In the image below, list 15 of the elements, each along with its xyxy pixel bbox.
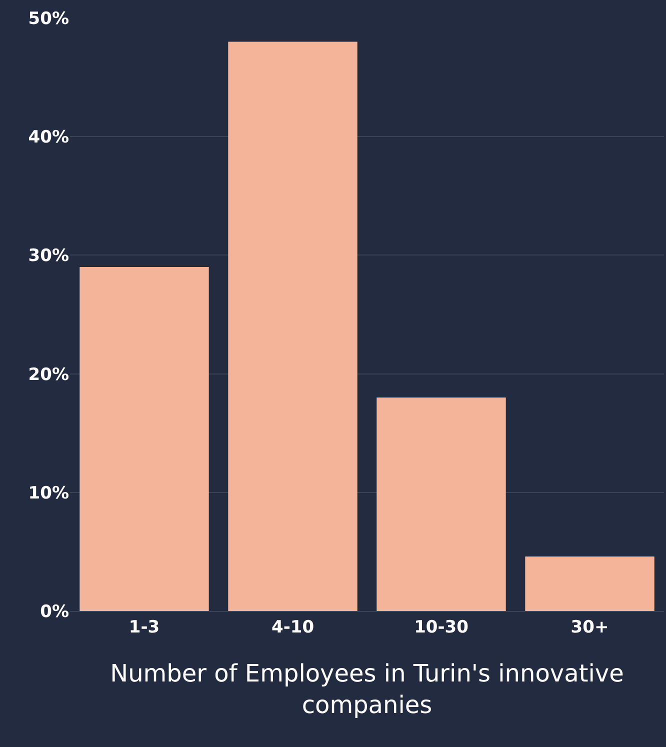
x-tick-label: 1-3 — [128, 617, 160, 638]
x-tick-label: 30+ — [570, 617, 609, 638]
y-tick-label: 10% — [28, 483, 69, 504]
y-tick-label: 20% — [28, 364, 69, 385]
bar — [228, 42, 358, 611]
x-tick-label: 10-30 — [414, 617, 469, 638]
x-tick-label: 4-10 — [271, 617, 314, 638]
bar — [80, 267, 209, 611]
x-axis-title: Number of Employees in Turin's innovative companies — [110, 660, 624, 719]
y-tick-label: 30% — [28, 246, 69, 266]
y-tick-label: 50% — [28, 8, 69, 29]
bar — [525, 556, 654, 611]
y-tick-label: 40% — [28, 128, 69, 148]
y-tick-label: 0% — [40, 602, 69, 622]
bar — [376, 398, 506, 611]
